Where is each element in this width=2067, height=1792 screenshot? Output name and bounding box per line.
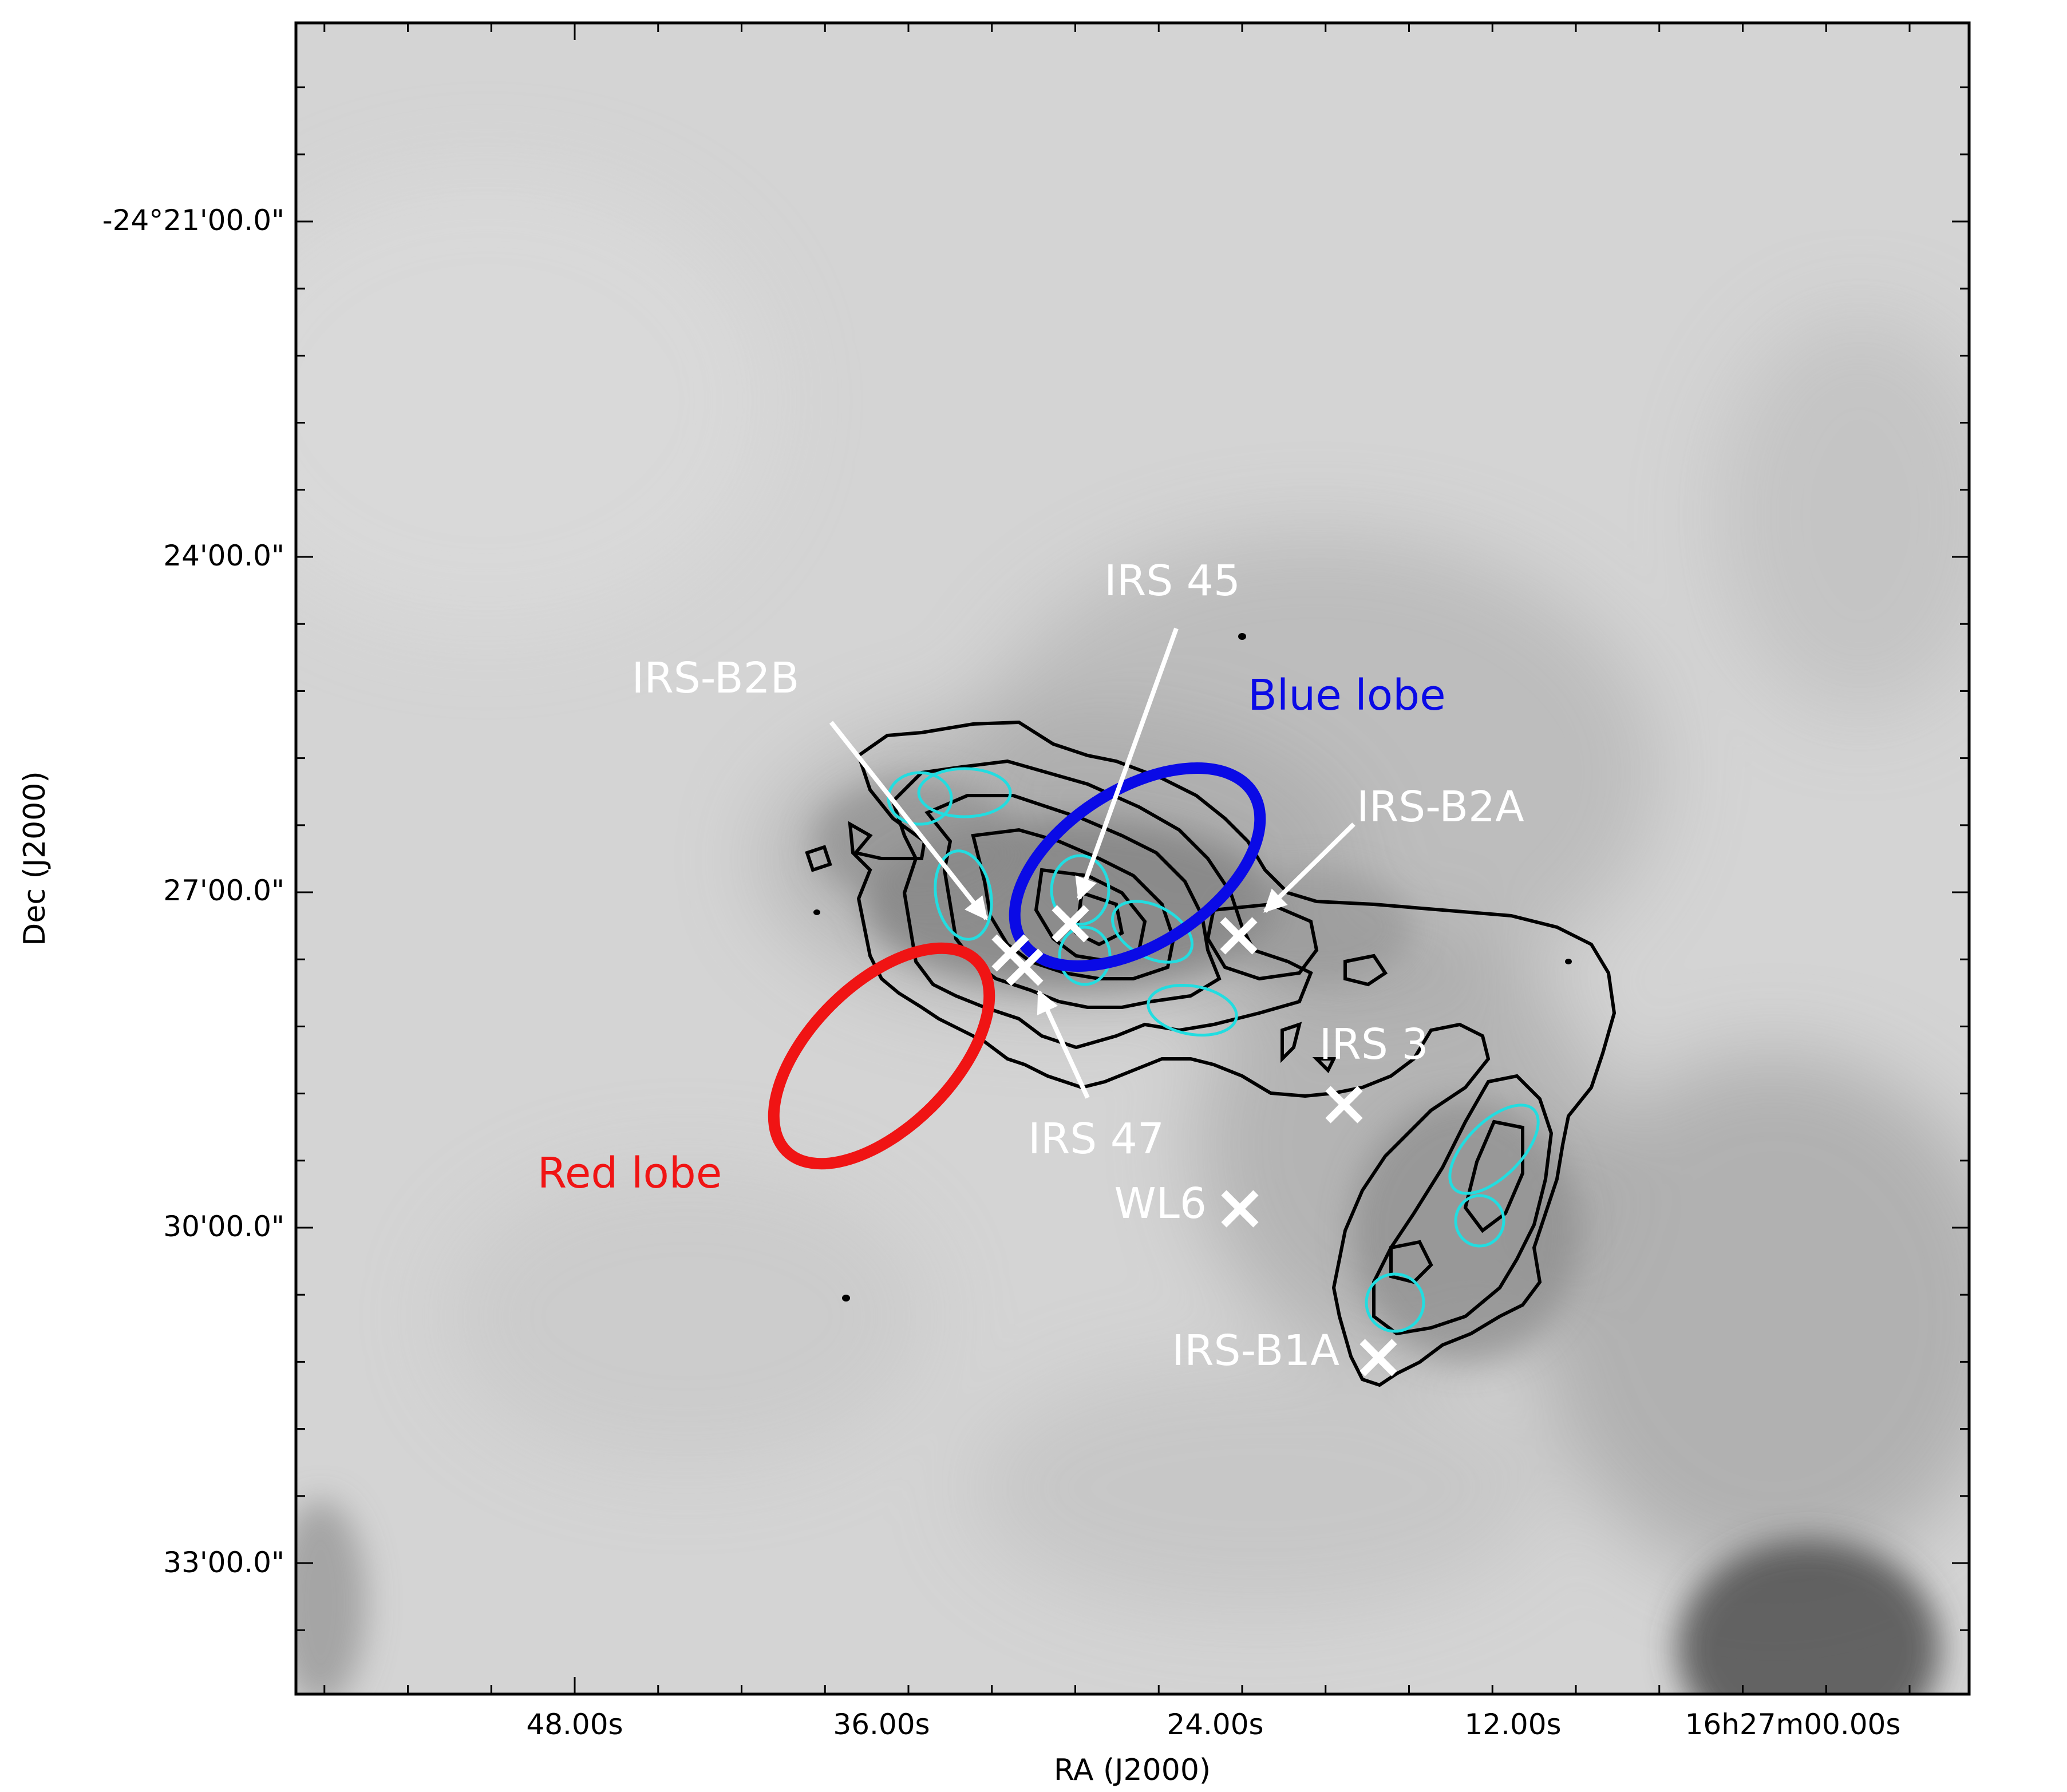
contour-fragment-a [805, 845, 832, 872]
arrow-irs-b2b [829, 721, 989, 921]
ra-tick-label: 16h27m00.00s [1685, 1708, 1901, 1741]
contour-outer-main [848, 720, 1617, 1387]
dec-tick-label: 24'00.0" [163, 539, 284, 572]
contour-fragment-c [1312, 1057, 1337, 1074]
contour-fragment-b [1280, 1022, 1302, 1063]
annotation-arrows [829, 627, 1355, 1099]
label-irs47: IRS 47 [1028, 1114, 1164, 1164]
contour-specks [813, 633, 1572, 1302]
label-wl6: WL6 [1114, 1179, 1207, 1228]
label-irs3: IRS 3 [1319, 1020, 1429, 1069]
label-irs45: IRS 45 [1104, 556, 1240, 606]
dec-tick-label: 27'00.0" [163, 874, 284, 907]
arrow-irs45 [1075, 627, 1179, 901]
marker-irs45-cross [1052, 905, 1089, 943]
red-lobe-ellipse [768, 942, 995, 1170]
dec-tick-label: -24°21'00.0" [102, 204, 284, 237]
contour-south-outer [1372, 1074, 1554, 1336]
dec-tick-label: 33'00.0" [163, 1546, 284, 1579]
contour-level-4 [971, 828, 1176, 980]
clump-ellipse [1454, 1194, 1505, 1248]
dec-tick-label: 30'00.0" [163, 1210, 284, 1243]
contour-south-inner [1463, 1119, 1524, 1233]
ra-tick-label: 24.00s [1167, 1708, 1263, 1741]
clump-ellipse [1448, 1103, 1540, 1195]
clump-ellipse [1050, 854, 1110, 926]
source-labels: IRS 45 IRS-B2B IRS-B2A IRS 47 IRS 3 WL6 … [538, 556, 1524, 1375]
ra-tick-label: 48.00s [526, 1708, 623, 1741]
marker-irs-b1a-cross [1359, 1339, 1397, 1376]
clump-ellipse [1147, 983, 1238, 1037]
axis-ticks [296, 23, 1969, 1694]
source-markers [991, 905, 1397, 1376]
label-red-lobe: Red lobe [538, 1149, 722, 1198]
label-irs-b1a: IRS-B1A [1172, 1326, 1339, 1375]
clump-ellipse [1365, 1272, 1425, 1333]
plot-frame [294, 21, 1971, 1696]
clump-ellipse [934, 849, 993, 941]
arrow-irs47 [1037, 990, 1090, 1099]
ra-tick-label: 36.00s [833, 1708, 930, 1741]
arrow-irs-b2a [1263, 822, 1355, 913]
contour-south-knot [1389, 1240, 1433, 1284]
clump-ellipse [1058, 925, 1112, 986]
y-axis-label: Dec (J2000) [18, 771, 52, 946]
contour-small-blob [1343, 954, 1388, 987]
dec-tick-labels: -24°21'00.0" 24'00.0" 27'00.0" 30'00.0" … [102, 204, 284, 1579]
marker-irs47-cross [1006, 948, 1044, 986]
clump-ellipse [917, 767, 1012, 818]
marker-wl6-cross [1221, 1190, 1259, 1228]
marker-irs3-cross [1325, 1086, 1363, 1124]
ra-tick-labels: 48.00s 36.00s 24.00s 12.00s 16h27m00.00s [526, 1708, 1900, 1741]
marker-irs-b2a-cross [1220, 917, 1258, 955]
label-blue-lobe: Blue lobe [1248, 671, 1446, 720]
ra-tick-label: 12.00s [1464, 1708, 1561, 1741]
x-axis-label: RA (J2000) [1054, 1753, 1211, 1787]
contour-layer [805, 720, 1617, 1387]
label-irs-b2b: IRS-B2B [632, 654, 800, 703]
clump-ellipses [887, 767, 1540, 1333]
label-irs-b2a: IRS-B2A [1357, 782, 1524, 832]
